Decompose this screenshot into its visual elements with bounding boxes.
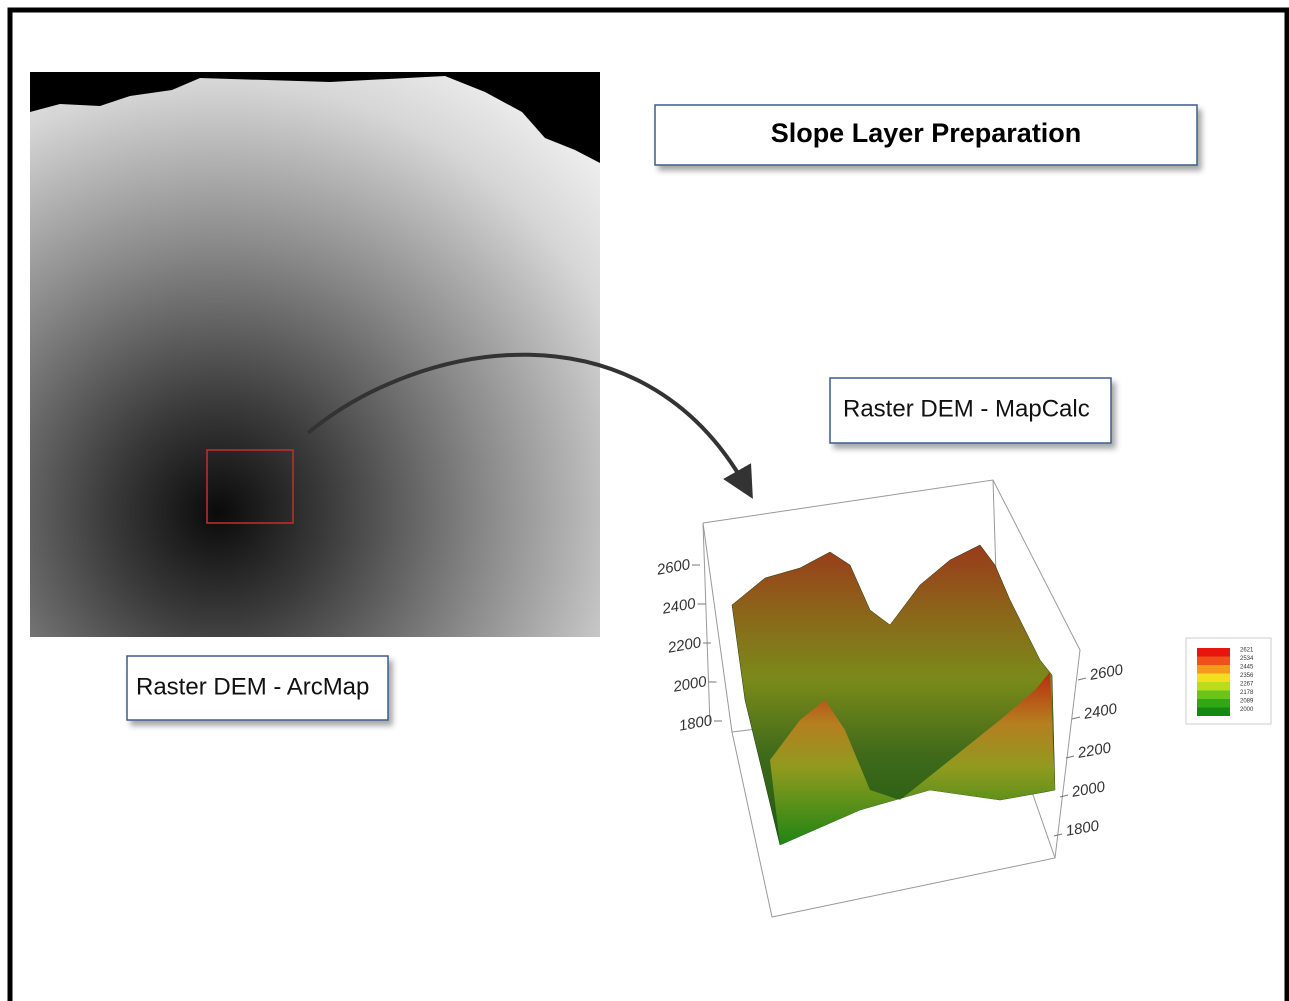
legend-swatch — [1197, 665, 1230, 674]
label: Raster DEM - ArcMap — [136, 673, 369, 700]
legend-swatch — [1197, 682, 1230, 691]
axis-tick-label: 2000 — [1069, 778, 1106, 801]
title: Slope Layer Preparation — [771, 118, 1082, 148]
legend-swatch — [1197, 657, 1230, 666]
axis-tick-label: 2000 — [671, 673, 708, 696]
axis-tick-label: 2200 — [666, 634, 703, 657]
axis-tick-label: 2400 — [1081, 700, 1118, 723]
legend-label: 2621 — [1240, 648, 1254, 654]
legend-label: 2178 — [1240, 690, 1254, 696]
axis-tick-label: 2200 — [1075, 739, 1112, 762]
axis-tick-label: 1800 — [678, 712, 714, 735]
axis-tick-label: 1800 — [1064, 817, 1100, 840]
slide: Slope Layer Preparation Raster DEM - Arc… — [0, 0, 1289, 1001]
axis-tick — [1060, 795, 1068, 797]
legend-swatch — [1197, 648, 1230, 657]
legend-label: 2000 — [1240, 707, 1254, 713]
legend-swatch — [1197, 691, 1230, 700]
axis-tick-label: 2400 — [660, 595, 697, 618]
axis-tick-label: 2600 — [655, 556, 692, 579]
legend-label: 2534 — [1240, 656, 1254, 662]
legend-label: 2445 — [1240, 665, 1254, 671]
legend-swatch — [1197, 674, 1230, 683]
legend-swatch — [1197, 699, 1230, 708]
label: Raster DEM - MapCalc — [843, 395, 1090, 422]
legend-label: 2356 — [1240, 673, 1254, 679]
axis-tick — [1072, 717, 1080, 719]
surface-plot — [703, 480, 1080, 917]
axis-tick — [1078, 678, 1086, 680]
legend-label: 2089 — [1240, 699, 1254, 705]
legend-swatch — [1197, 708, 1230, 717]
axis-tick-label: 2600 — [1087, 661, 1124, 684]
legend-label: 2267 — [1240, 682, 1254, 688]
